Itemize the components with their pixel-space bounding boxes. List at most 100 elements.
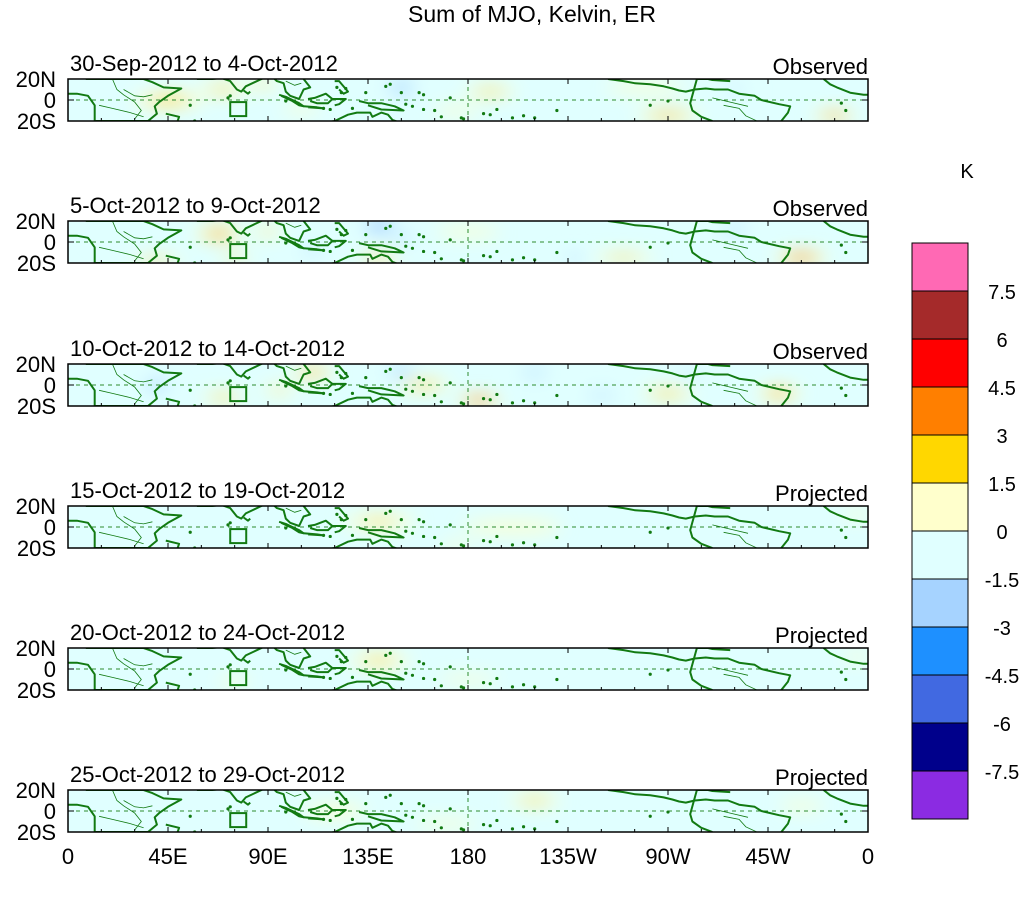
island (488, 682, 492, 686)
island (335, 227, 339, 231)
anomaly-blob (414, 820, 477, 828)
anomaly-blob (362, 518, 396, 525)
coastline (689, 648, 713, 690)
island (510, 685, 515, 689)
country-border (285, 80, 302, 86)
panel-status-label: Projected (775, 765, 868, 790)
country-border (123, 800, 153, 809)
island (364, 376, 368, 380)
anomaly-blob (440, 542, 474, 548)
island (481, 823, 486, 827)
island (521, 114, 526, 118)
island (364, 91, 368, 95)
island (510, 827, 515, 831)
x-tick-label: 180 (450, 844, 487, 869)
country-border (123, 658, 153, 667)
island (339, 376, 343, 380)
island (328, 392, 332, 397)
island (228, 236, 232, 240)
island (459, 543, 463, 547)
island (439, 826, 443, 830)
country-border (99, 389, 144, 403)
country-border (112, 648, 142, 689)
island (459, 116, 463, 120)
coastline (196, 79, 312, 100)
anomaly-blobs (112, 80, 858, 121)
anomaly-blobs (166, 795, 824, 828)
country-border (285, 222, 302, 228)
island (404, 244, 408, 248)
colorbar-level-label: 6 (996, 330, 1007, 352)
anomaly-blob (779, 801, 824, 810)
colorbar-level-label: -3 (993, 618, 1011, 640)
country-border (123, 374, 153, 383)
island (433, 819, 437, 824)
island (417, 91, 421, 95)
coastline (68, 364, 183, 406)
country-border (123, 231, 153, 240)
island (228, 805, 232, 809)
island (364, 660, 368, 664)
island (335, 796, 339, 801)
country-border (723, 531, 758, 548)
coastline (243, 89, 251, 95)
island (410, 531, 415, 535)
colorbar-swatch (911, 722, 969, 772)
coastline (328, 111, 399, 121)
island (344, 371, 348, 376)
island (495, 676, 499, 681)
country-border (123, 89, 153, 98)
coastline (303, 390, 325, 395)
island (495, 392, 499, 397)
island (448, 523, 452, 527)
colorbar-level-label: -7.5 (985, 762, 1019, 784)
coastlines (68, 221, 868, 263)
island (521, 825, 526, 829)
y-tick-label: 20N (16, 778, 56, 803)
island (350, 248, 355, 252)
coastline (165, 681, 181, 690)
coastline (607, 790, 792, 832)
island (439, 400, 443, 404)
coastline (607, 364, 792, 406)
island (399, 233, 403, 237)
coastline (196, 221, 312, 242)
island (844, 393, 848, 398)
island (439, 542, 443, 546)
coastline (358, 811, 405, 823)
y-tick-label: 20N (16, 494, 56, 519)
island (417, 660, 421, 664)
coastline (328, 680, 399, 690)
coastline (165, 112, 181, 121)
island (399, 660, 403, 664)
islands (188, 509, 848, 548)
island (417, 518, 421, 522)
coastline (703, 506, 731, 510)
coastline (822, 221, 868, 238)
y-tick-label: 0 (44, 88, 56, 113)
island (399, 802, 403, 806)
island (844, 677, 848, 682)
y-tick-label: 20N (16, 636, 56, 661)
island (339, 660, 343, 664)
x-tick-label: 135E (342, 844, 393, 869)
island (488, 540, 492, 544)
coastline (196, 648, 312, 669)
borders (99, 79, 758, 121)
island (495, 249, 499, 254)
panel-status-label: Observed (773, 339, 868, 364)
island (226, 96, 230, 100)
island (666, 241, 670, 245)
colorbar-swatch (911, 242, 969, 292)
country-border (712, 382, 749, 392)
island (421, 107, 426, 112)
anomaly-blob (520, 797, 549, 804)
y-tick-label: 0 (44, 799, 56, 824)
island (433, 250, 437, 255)
coastlines (68, 790, 868, 832)
panel-period-label: 5-Oct-2012 to 9-Oct-2012 (70, 193, 321, 218)
island (839, 670, 843, 674)
island (533, 685, 537, 689)
island (495, 534, 499, 539)
